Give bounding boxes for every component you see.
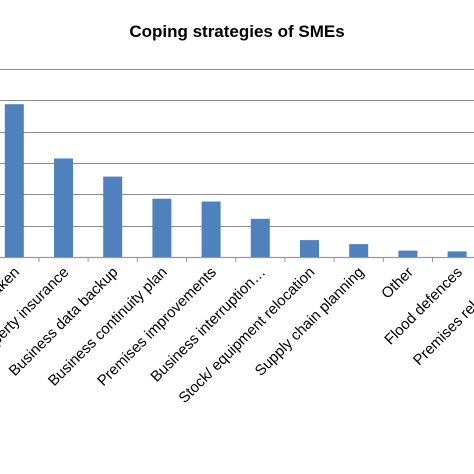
bar [398, 250, 418, 257]
bar [201, 201, 221, 257]
bar [103, 176, 123, 257]
bar [300, 240, 319, 257]
category-label: Other [378, 264, 417, 303]
bars [4, 104, 467, 257]
bar [447, 251, 467, 257]
bar [54, 158, 73, 257]
bar [250, 218, 270, 257]
bar [4, 104, 24, 257]
bar [152, 198, 172, 257]
gridlines [0, 69, 474, 262]
bar [349, 244, 369, 257]
chart-title: Coping strategies of SMEs [129, 22, 344, 41]
